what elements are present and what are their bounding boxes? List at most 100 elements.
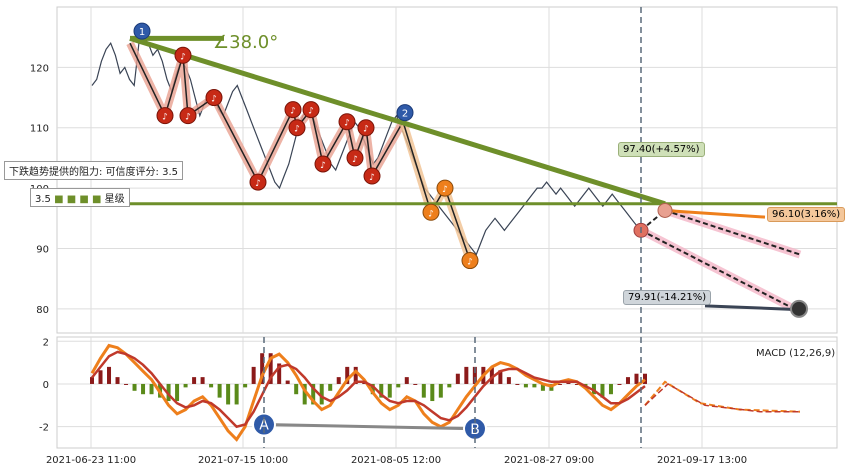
macd-histogram-bar: [438, 383, 443, 398]
note-glyph-icon: ♪: [162, 113, 168, 123]
x-tick-label: 2021-06-23 11:00: [46, 455, 136, 466]
target-down-badge: 79.91(-14.21%): [623, 290, 712, 305]
macd-histogram-bar: [141, 383, 146, 395]
divergence-point: [252, 412, 276, 437]
signal-line: [91, 350, 646, 429]
note-marker-icon: [288, 119, 306, 137]
note-glyph-icon: ♪: [363, 125, 369, 135]
note-marker-icon: [357, 119, 375, 137]
rating-callout: 3.5 ■ ■ ■ ■ 星级: [30, 188, 130, 207]
macd-histogram-bar: [396, 383, 401, 388]
x-tick-label: 2021-08-27 09:00: [504, 455, 594, 466]
macd-histogram-bar: [557, 383, 562, 385]
macd-histogram-bar: [234, 383, 239, 405]
x-tick-label: 2021-07-15 10:00: [198, 455, 288, 466]
macd-histogram-bar: [625, 377, 630, 384]
macd-panel-frame: [56, 336, 838, 449]
note-glyph-icon: ♪: [344, 119, 350, 129]
macd-histogram-bar: [532, 383, 537, 388]
macd-histogram-bar: [540, 383, 545, 391]
macd-histogram-bar: [447, 383, 452, 388]
target-down-point: [790, 299, 808, 318]
rating-value: 3.5: [35, 194, 51, 205]
rating-suffix: 星级: [104, 194, 125, 205]
trend-resistance-line: [129, 36, 666, 207]
macd-histogram-bar: [353, 366, 358, 384]
note-glyph-icon: ♪: [290, 107, 296, 117]
macd-histogram-bar: [336, 377, 341, 384]
target-mid-point: [657, 202, 673, 218]
note-glyph-icon: ♪: [320, 161, 326, 171]
wave-path-2: [402, 121, 471, 261]
macd-histogram-bar: [166, 383, 171, 402]
macd-histogram-bar: [574, 383, 579, 385]
main-y-tick: 110: [30, 124, 49, 135]
macd-histogram-bar: [217, 383, 222, 398]
macd-histogram-bar: [98, 370, 103, 384]
proj-down-arrow: [704, 304, 796, 311]
macd-histogram-bar: [464, 366, 469, 384]
macd-y-tick: -2: [39, 423, 49, 434]
x-axis: 2021-06-23 11:00 2021-07-15 10:00 2021-08-…: [46, 455, 747, 466]
rating-stars-icon: ■ ■ ■ ■: [54, 194, 102, 205]
note-marker-icon: [346, 149, 364, 167]
macd-y-tick: 0: [43, 380, 49, 391]
macd-histogram-bar: [430, 383, 435, 402]
macd-histogram-bar: [617, 383, 622, 385]
target-mid-badge: 96.10(3.16%): [767, 207, 845, 222]
note-glyph-icon: ♪: [185, 113, 191, 123]
note-glyph-icon: ♪: [442, 185, 448, 195]
note-marker-icon: [284, 101, 302, 119]
macd-histogram-bar: [285, 380, 290, 384]
note-marker-icon: [249, 173, 267, 191]
note-marker-icon: [422, 203, 440, 221]
note-glyph-icon: ♪: [428, 209, 434, 219]
wave-number-marker: [133, 22, 151, 40]
note-marker-icon: [436, 179, 454, 197]
macd-y-axis: 2 0 -2: [39, 337, 49, 433]
macd-histogram-bar: [226, 383, 231, 405]
macd-histogram-bar: [489, 366, 494, 384]
wave-number-label: 2: [402, 109, 408, 120]
macd-title: MACD (12,26,9): [756, 348, 835, 359]
macd-histogram-bar: [523, 383, 528, 388]
macd-histogram-bar: [277, 363, 282, 384]
note-glyph-icon: ♪: [180, 52, 186, 62]
macd-histogram-bar: [515, 383, 520, 385]
macd-histogram-bar: [90, 377, 94, 384]
note-glyph-icon: ♪: [369, 173, 375, 183]
macd-histogram-bar: [209, 383, 214, 388]
x-tick-label: 2021-09-17 13:00: [657, 455, 747, 466]
macd-histogram-bar: [404, 377, 409, 384]
macd-projection: [644, 380, 801, 413]
note-glyph-icon: ♪: [211, 95, 217, 105]
divergence-label: A: [259, 418, 269, 434]
target-mid-text: 96.10(3.16%): [772, 209, 841, 220]
macd-y-tick: 2: [43, 337, 49, 348]
macd-histogram-bar: [608, 383, 613, 395]
projection-lines: [639, 206, 802, 316]
macd-histogram-bar: [183, 383, 188, 388]
note-glyph-icon: ♪: [467, 258, 473, 268]
trend-angle-label: ∠38.0°: [213, 32, 278, 53]
note-marker-icon: [179, 107, 197, 125]
macd-histogram-bar: [370, 383, 375, 395]
wave-number-label: 1: [139, 27, 145, 38]
note-marker-icon: [205, 89, 223, 107]
macd-histogram-bar: [379, 383, 384, 398]
macd-histogram-bar: [107, 366, 112, 384]
macd-histogram-bar: [421, 383, 426, 398]
pattern-markers: ♪ ♪ ♪ ♪ ♪ ♪ ♪ ♪ ♪ ♪ ♪ ♪ ♪ ♪ ♪ ♪ 1 2: [133, 22, 808, 318]
proj-down: [640, 229, 801, 313]
macd-histogram-bar: [260, 353, 265, 384]
macd-histogram-bar: [345, 366, 350, 384]
x-tick-label: 2021-08-05 12:00: [351, 455, 441, 466]
macd-histogram-bar: [643, 373, 647, 384]
macd-histogram-bar: [387, 383, 392, 398]
note-marker-icon: [338, 113, 356, 131]
resistance-text: 下跌趋势提供的阻力: 可信度评分: 3.5: [9, 167, 178, 178]
main-y-tick: 120: [30, 63, 49, 74]
macd-histogram-bar: [251, 366, 256, 384]
macd-histogram-bar: [124, 383, 129, 385]
